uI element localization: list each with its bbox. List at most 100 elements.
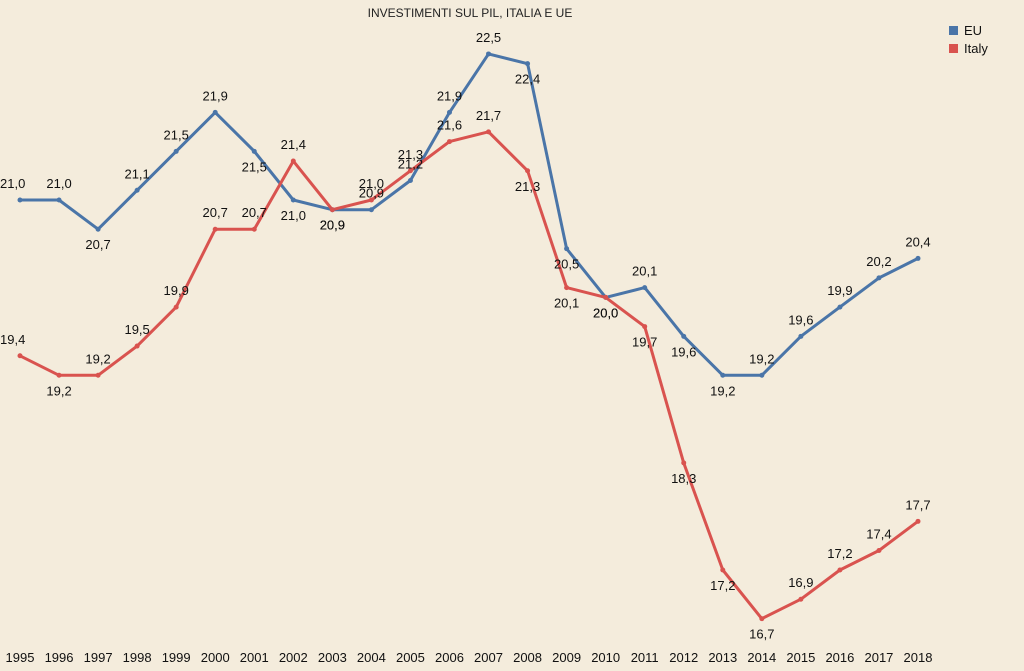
x-tick-label-2013: 2013 (708, 650, 737, 665)
x-tick-label-2001: 2001 (240, 650, 269, 665)
x-tick-label-2011: 2011 (631, 650, 659, 665)
data-point-italy-2015 (798, 596, 804, 602)
data-label-italy-1995: 19,4 (0, 332, 25, 347)
x-tick-label-2014: 2014 (747, 650, 776, 665)
data-label-eu-2003: 20,9 (320, 218, 345, 233)
data-label-eu-2004: 20,9 (359, 186, 384, 201)
data-label-italy-2005: 21,3 (398, 147, 423, 162)
data-point-eu-2009 (564, 246, 570, 252)
data-label-eu-2007: 22,5 (476, 30, 501, 45)
data-point-italy-2003 (329, 207, 335, 213)
data-label-italy-2009: 20,1 (554, 296, 579, 311)
data-label-italy-2010: 20,0 (593, 305, 618, 320)
data-point-italy-2009 (564, 285, 570, 291)
data-label-eu-2010: 20,0 (593, 305, 618, 320)
data-point-eu-2008 (525, 61, 531, 67)
x-tick-label-2016: 2016 (825, 650, 854, 665)
x-tick-label-2012: 2012 (669, 650, 698, 665)
data-label-eu-2001: 21,5 (242, 159, 267, 174)
x-tick-label-2009: 2009 (552, 650, 581, 665)
data-label-italy-1998: 19,5 (124, 322, 149, 337)
data-label-italy-2017: 17,4 (866, 527, 891, 542)
x-tick-label-2006: 2006 (435, 650, 464, 665)
data-label-italy-2000: 20,7 (203, 205, 228, 220)
data-point-italy-2000 (212, 226, 218, 232)
data-label-eu-1999: 21,5 (164, 127, 189, 142)
data-point-eu-2015 (798, 333, 804, 339)
data-point-eu-2013 (720, 372, 726, 378)
x-tick-label-2018: 2018 (904, 650, 933, 665)
data-label-italy-1997: 19,2 (85, 351, 110, 366)
data-point-italy-2005 (407, 168, 413, 174)
data-point-italy-2014 (759, 616, 765, 622)
data-labels: 21,0 21,020,721,121,521,921,521,020,920,9… (0, 30, 931, 642)
data-point-eu-2006 (446, 109, 452, 115)
data-label-italy-2011: 19,7 (632, 335, 657, 350)
data-label-eu-2006: 21,9 (437, 88, 462, 103)
data-point-italy-1996 (56, 372, 62, 378)
data-point-italy-2013 (720, 567, 726, 573)
data-label-italy-2003: 20,9 (320, 218, 345, 233)
data-point-eu-2017 (876, 275, 882, 281)
data-point-italy-2018 (915, 518, 921, 524)
data-point-italy-2012 (681, 460, 687, 466)
data-label-eu-1998: 21,1 (124, 166, 149, 181)
series-line-italy (18, 130, 920, 621)
series-points (17, 51, 921, 622)
data-label-eu-2005: 21,2 (398, 157, 423, 172)
series-line-eu (18, 52, 920, 377)
data-point-eu-1996 (56, 197, 62, 203)
data-point-eu-1997 (95, 226, 101, 232)
x-tick-label-2000: 2000 (201, 650, 230, 665)
x-tick-label-2005: 2005 (396, 650, 425, 665)
data-label-italy-1996: 19,2 (46, 383, 71, 398)
data-point-eu-2001 (251, 148, 257, 154)
data-label-italy-1999: 19,9 (164, 283, 189, 298)
x-tick-label-2004: 2004 (357, 650, 386, 665)
data-label-eu-2013: 19,2 (710, 383, 735, 398)
data-point-eu-2014 (759, 372, 765, 378)
legend-swatch-eu (949, 26, 958, 35)
x-tick-label-1998: 1998 (123, 650, 152, 665)
x-tick-label-2010: 2010 (591, 650, 620, 665)
data-label-eu-1996: 21,0 (46, 176, 71, 191)
data-point-eu-2005 (407, 178, 413, 184)
data-point-italy-2011 (642, 324, 648, 330)
data-label-italy-2007: 21,7 (476, 108, 501, 123)
data-point-italy-1997 (95, 372, 101, 378)
data-label-eu-2002: 21,0 (281, 208, 306, 223)
data-label-eu-1995: 21,0 (0, 176, 25, 191)
x-tick-label-2015: 2015 (786, 650, 815, 665)
data-label-eu-2017: 20,2 (866, 254, 891, 269)
data-point-italy-1995 (17, 353, 23, 359)
data-point-italy-2017 (876, 548, 882, 554)
data-label-eu-2009: 20,5 (554, 257, 579, 272)
legend: EU Italy (949, 23, 988, 56)
data-point-eu-2018 (915, 255, 921, 261)
data-label-italy-2004: 21,0 (359, 176, 384, 191)
x-tick-label-1999: 1999 (162, 650, 191, 665)
data-point-italy-2016 (837, 567, 843, 573)
data-point-italy-2008 (525, 168, 531, 174)
data-point-italy-2006 (446, 139, 452, 145)
data-point-eu-2007 (486, 51, 492, 57)
data-point-italy-2004 (368, 197, 374, 203)
x-axis-ticks: 1995 1996 1997 1998 1999 2000 2001 2002 2003 2004… (6, 650, 933, 665)
data-label-italy-2001: 20,7 (242, 205, 267, 220)
data-label-eu-2018: 20,4 (905, 234, 930, 249)
data-label-eu-2015: 19,6 (788, 312, 813, 327)
x-tick-label-2017: 2017 (864, 650, 893, 665)
data-label-italy-2016: 17,2 (827, 546, 852, 561)
data-point-eu-2004 (368, 207, 374, 213)
data-label-eu-1997: 20,7 (85, 237, 110, 252)
data-point-eu-2002 (290, 197, 296, 203)
data-label-italy-2008: 21,3 (515, 179, 540, 194)
data-point-eu-1995 (17, 197, 23, 203)
data-label-eu-2008: 22,4 (515, 72, 540, 87)
data-label-italy-2012: 18,3 (671, 471, 696, 486)
data-label-italy-2018: 17,7 (905, 497, 930, 512)
x-tick-label-1995: 1995 (6, 650, 35, 665)
data-point-italy-1998 (134, 343, 140, 349)
